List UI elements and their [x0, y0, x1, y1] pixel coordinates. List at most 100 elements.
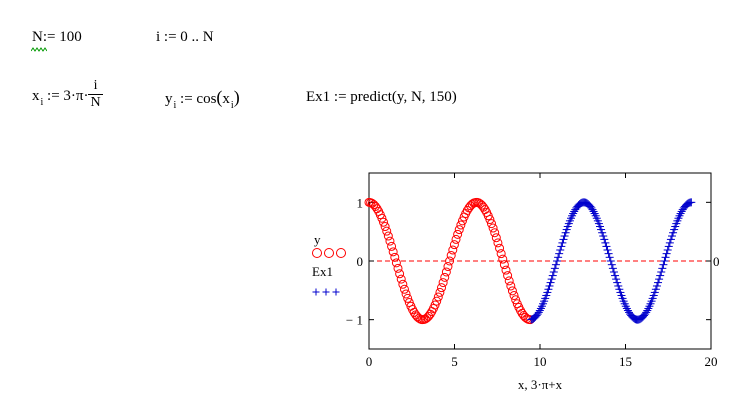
y-point: [504, 276, 514, 286]
ex1-point: [543, 288, 552, 297]
y-point: [503, 271, 513, 281]
def-x-frac-num: i: [93, 78, 98, 93]
ex1-point: [548, 271, 557, 280]
ex1-point: [657, 267, 666, 276]
y-point: [506, 281, 516, 291]
ex1-point: [550, 264, 559, 273]
ex1-point: [643, 306, 652, 315]
def-i-text: i := 0 .. N: [156, 29, 214, 45]
y-point: [495, 243, 505, 253]
ex1-point: [662, 249, 671, 258]
y-point: [457, 216, 467, 226]
ex1-point: [601, 238, 610, 247]
y-point: [396, 274, 406, 284]
y-point: [380, 222, 390, 232]
ex1-point: [642, 308, 651, 317]
ex1-point: [650, 288, 659, 297]
y-point: [430, 300, 440, 310]
y-point: [491, 233, 501, 243]
def-N-assign: :=: [42, 29, 60, 45]
ex1-point: [684, 199, 693, 208]
ex1-point: [569, 209, 578, 218]
def-x-lhs: x: [32, 87, 40, 104]
ex1-point: [629, 313, 638, 322]
y-point: [435, 287, 445, 297]
ex1-point: [599, 232, 608, 241]
ex1-point: [604, 249, 613, 258]
definition-i[interactable]: i := 0 .. N: [156, 28, 214, 46]
ex1-point: [655, 275, 664, 284]
ex1-point: [570, 207, 579, 216]
ex1-point: [589, 207, 598, 216]
y-point: [382, 226, 392, 236]
x-axis-label: x, 3·π+x: [518, 377, 563, 392]
ex1-point: [659, 260, 668, 269]
y-point: [379, 217, 389, 227]
ex1-point: [603, 246, 612, 255]
ex1-point: [622, 304, 631, 313]
ex1-point: [546, 278, 555, 287]
ex1-point: [587, 203, 596, 212]
definition-x[interactable]: xi := 3·π· i N: [32, 78, 103, 113]
ex1-point: [605, 253, 614, 262]
ex1-point: [588, 205, 597, 214]
ex1-point: [661, 253, 670, 262]
y-point: [425, 309, 435, 319]
ex1-point: [606, 257, 615, 265]
ex1-point: [547, 275, 556, 284]
y-point: [391, 258, 401, 268]
ex1-point: [615, 285, 624, 294]
definition-ex1[interactable]: Ex1 := predict(y, N, 150): [306, 88, 457, 106]
y-point: [498, 254, 508, 264]
definition-N[interactable]: N:= 100: [32, 28, 82, 46]
x-tick-label: 15: [619, 354, 632, 369]
y-point: [424, 311, 434, 321]
ex1-point: [666, 235, 675, 244]
y-point: [412, 312, 422, 322]
ex1-point: [614, 281, 623, 290]
ex1-point: [598, 228, 607, 237]
def-y-rhs: := cos: [176, 91, 217, 107]
y-point: [490, 228, 500, 238]
y-point: [420, 314, 430, 324]
ex1-point: [555, 249, 564, 258]
def-N-value: 100: [59, 29, 82, 45]
y-point: [475, 199, 485, 209]
y-tick-label: 1: [357, 195, 364, 210]
y-point: [440, 272, 450, 282]
legend-y-symbol: [312, 248, 346, 258]
y-point: [441, 267, 451, 277]
y-point: [451, 234, 461, 244]
ex1-point: [600, 235, 609, 244]
ex1-point: [535, 306, 544, 315]
ex1-point: [651, 285, 660, 294]
def-y-arg: x: [222, 91, 230, 107]
ex1-point: [665, 238, 674, 247]
y-point: [438, 278, 448, 288]
definition-y[interactable]: yi := cos(xi): [165, 87, 240, 111]
def-y-paren-close: ): [233, 87, 240, 107]
ex1-point: [683, 200, 692, 209]
plot-series: [364, 197, 696, 325]
y-point: [445, 256, 455, 266]
def-x-frac-den: N: [88, 94, 103, 110]
y-point: [390, 252, 400, 262]
y-point: [486, 219, 496, 229]
ex1-point: [553, 257, 562, 265]
ex1-point: [609, 267, 618, 276]
y-point: [448, 245, 458, 255]
ex1-point: [613, 278, 622, 287]
y-point: [462, 206, 472, 216]
legend-y-circle: [312, 248, 322, 258]
y-point: [488, 223, 498, 233]
def-y-sub: i: [173, 100, 177, 111]
y-point: [383, 231, 393, 241]
y-point: [507, 286, 517, 296]
y-point: [393, 263, 403, 273]
y-point: [509, 290, 519, 300]
y-point: [511, 295, 521, 305]
y-point: [515, 306, 525, 316]
ex1-point: [575, 200, 584, 209]
ex1-point: [623, 306, 632, 315]
